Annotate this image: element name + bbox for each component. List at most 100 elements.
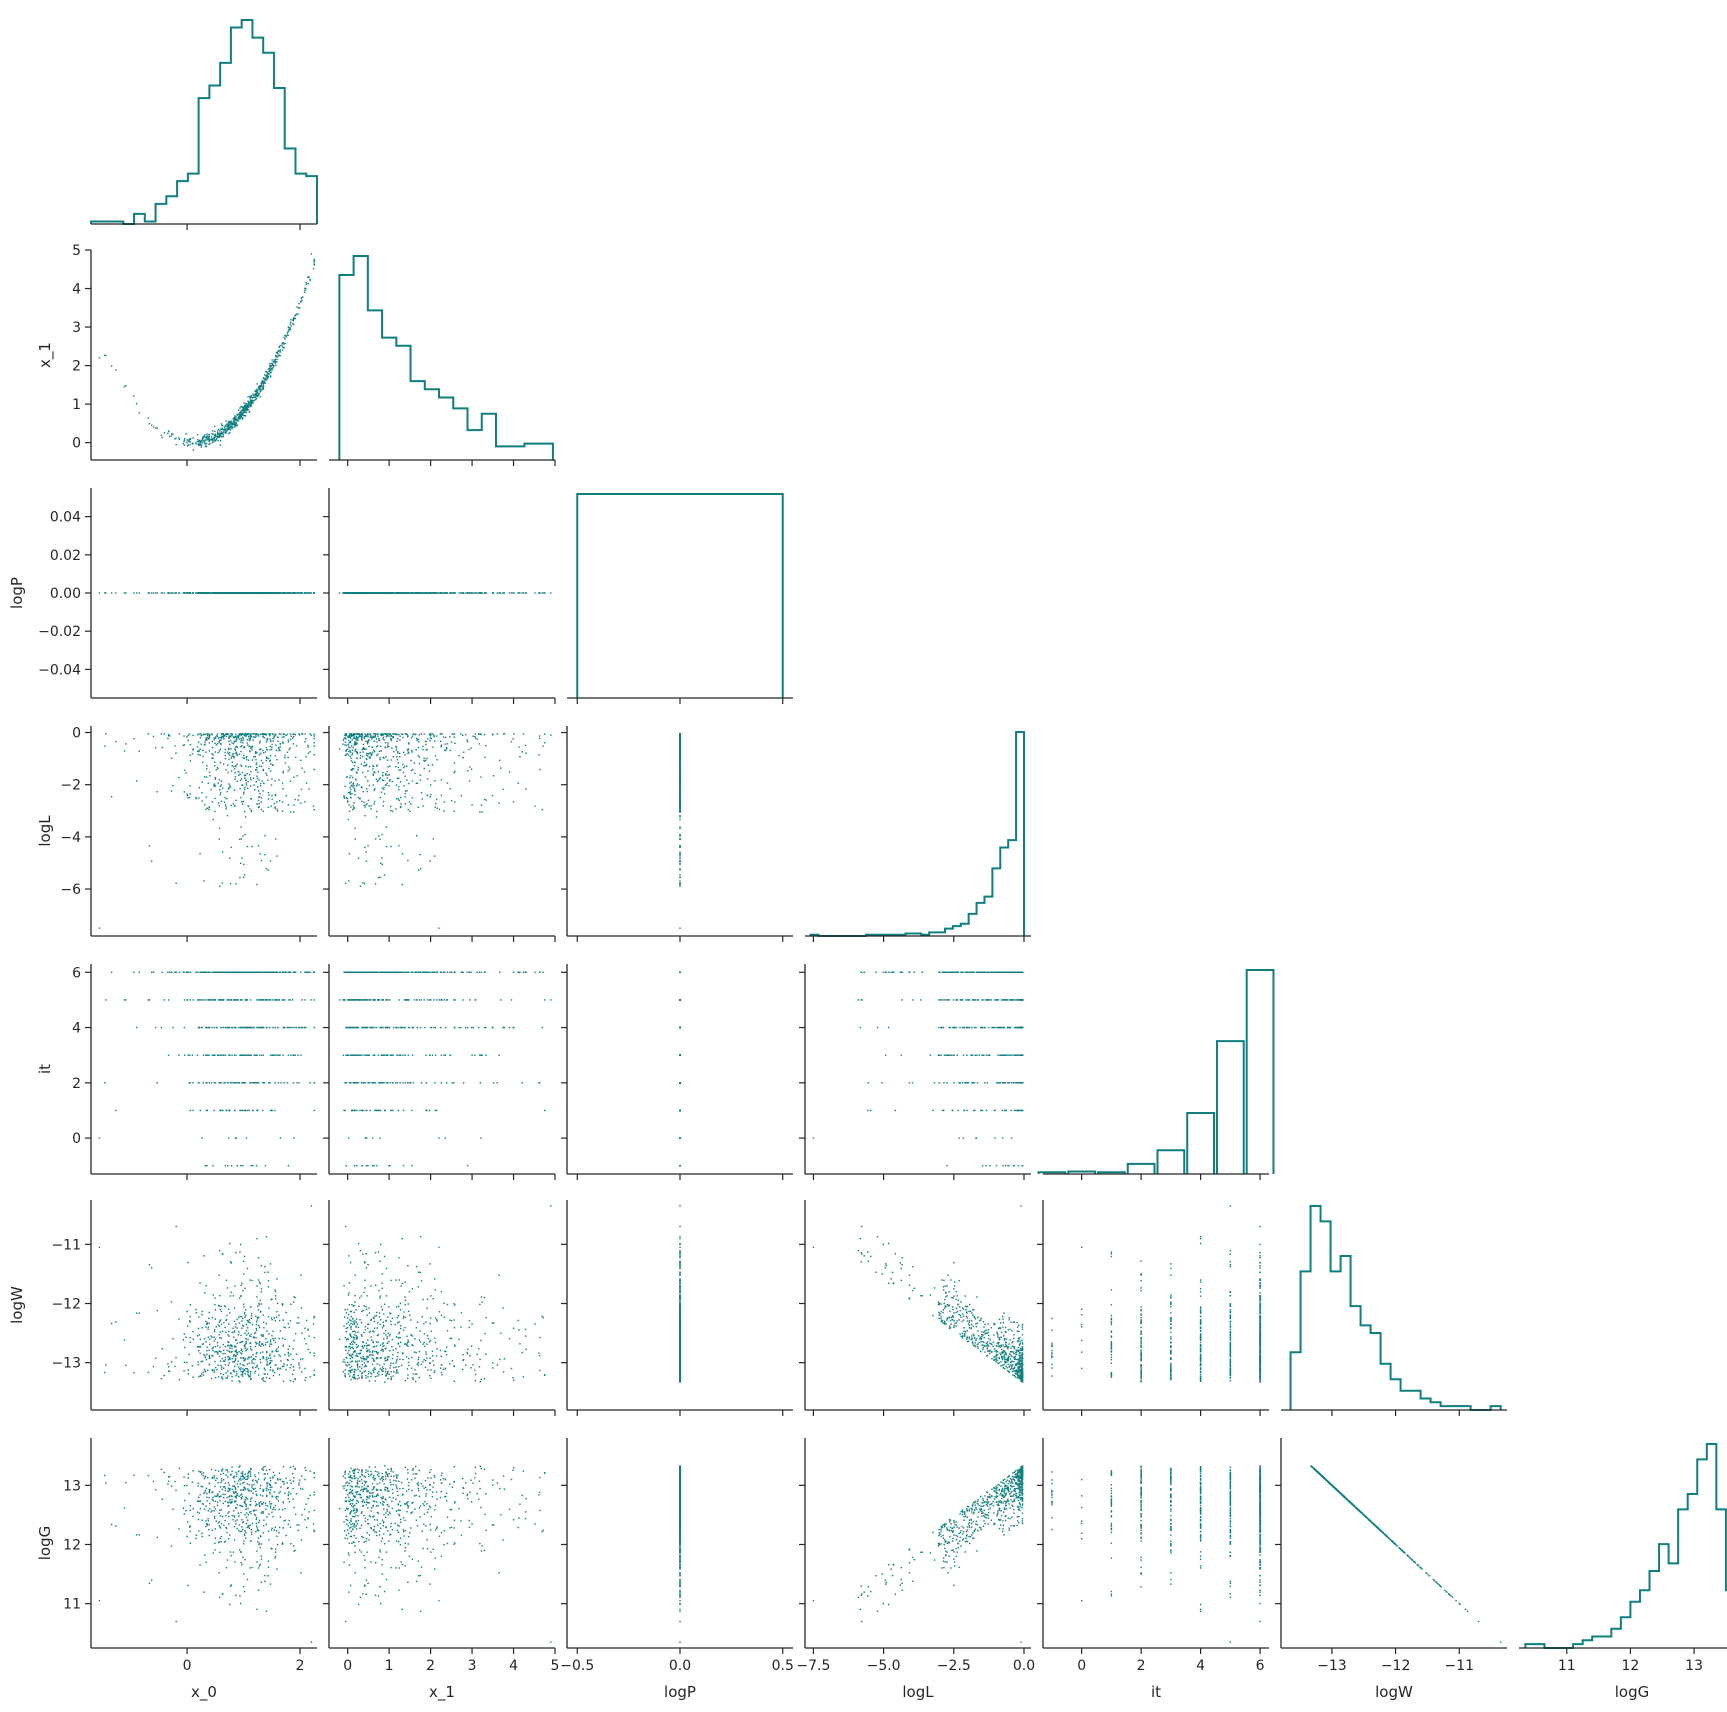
scatter-point xyxy=(260,759,263,762)
scatter-point xyxy=(229,882,232,885)
scatter-point xyxy=(464,592,467,594)
scatter-point xyxy=(422,745,424,748)
scatter-point xyxy=(410,759,412,762)
scatter-point xyxy=(351,749,353,752)
scatter-point xyxy=(395,747,398,749)
scatter-point xyxy=(243,410,246,412)
scatter-point xyxy=(313,768,315,771)
scatter-point xyxy=(313,742,315,744)
scatter-point xyxy=(362,755,364,758)
scatter-point xyxy=(178,776,180,779)
scatter-point xyxy=(227,425,229,427)
scatter-point xyxy=(258,765,261,767)
scatter-point xyxy=(189,999,191,1001)
scatter-point xyxy=(399,755,401,758)
scatter-point xyxy=(403,765,406,768)
scatter-point xyxy=(679,746,681,748)
scatter-point xyxy=(264,835,266,837)
scatter-point xyxy=(241,409,244,411)
scatter-point xyxy=(253,399,255,401)
scatter-point xyxy=(189,760,192,762)
scatter-point xyxy=(251,759,254,761)
scatter-point xyxy=(206,767,208,770)
scatter-point xyxy=(235,883,237,885)
scatter-point xyxy=(679,874,681,876)
scatter-point xyxy=(255,999,258,1001)
scatter-point xyxy=(262,381,264,384)
scatter-point xyxy=(356,772,358,774)
scatter-point xyxy=(242,738,245,740)
scatter-point xyxy=(404,803,407,805)
scatter-point xyxy=(269,367,271,369)
scatter-point xyxy=(361,737,363,739)
scatter-point xyxy=(242,1109,244,1112)
scatter-point xyxy=(204,804,206,806)
scatter-point xyxy=(281,345,284,347)
scatter-point xyxy=(264,751,267,753)
scatter-point xyxy=(202,733,205,736)
scatter-point xyxy=(388,785,390,787)
scatter-point xyxy=(499,759,501,762)
scatter-point xyxy=(385,733,387,735)
scatter-point xyxy=(274,780,276,782)
scatter-point xyxy=(292,1026,294,1029)
scatter-point xyxy=(228,426,230,428)
scatter-point xyxy=(201,1137,203,1139)
scatter-point xyxy=(429,740,431,742)
scatter-point xyxy=(227,1137,230,1139)
scatter-point xyxy=(263,782,265,784)
scatter-point xyxy=(283,592,285,594)
scatter-point xyxy=(344,882,347,885)
scatter-point xyxy=(296,775,298,777)
scatter-point xyxy=(214,430,216,433)
scatter-point xyxy=(211,971,214,973)
scatter-point xyxy=(225,592,228,594)
scatter-point xyxy=(270,371,272,374)
scatter-point xyxy=(446,592,449,594)
scatter-point xyxy=(232,752,235,755)
scatter-point xyxy=(283,336,285,339)
scatter-point xyxy=(266,376,268,378)
scatter-point xyxy=(228,592,230,594)
scatter-point xyxy=(449,787,451,790)
scatter-point xyxy=(234,1109,236,1112)
scatter-point xyxy=(255,399,257,401)
scatter-point xyxy=(357,766,359,769)
scatter-point xyxy=(247,401,250,404)
scatter-point xyxy=(230,748,232,750)
scatter-point xyxy=(240,415,243,417)
scatter-point xyxy=(385,826,388,828)
scatter-point xyxy=(182,442,185,445)
scatter-point xyxy=(220,431,222,433)
scatter-point xyxy=(218,434,220,437)
scatter-point xyxy=(208,440,211,443)
scatter-point xyxy=(679,863,681,866)
scatter-point xyxy=(272,971,275,973)
scatter-point xyxy=(433,855,436,857)
scatter-point xyxy=(249,999,252,1001)
scatter-point xyxy=(234,415,236,417)
scatter-point xyxy=(255,762,258,764)
scatter-point xyxy=(204,739,207,742)
scatter-point xyxy=(183,999,186,1001)
scatter-point xyxy=(347,743,350,746)
scatter-point xyxy=(204,741,206,744)
scatter-point xyxy=(202,749,204,752)
scatter-point xyxy=(229,425,231,428)
scatter-point xyxy=(343,794,345,797)
scatter-point xyxy=(147,733,149,735)
scatter-point xyxy=(679,816,681,818)
scatter-point xyxy=(206,739,208,741)
scatter-point xyxy=(308,971,310,973)
y-tick-label: 0.02 xyxy=(50,548,81,564)
scatter-point xyxy=(216,735,219,738)
scatter-point xyxy=(200,592,202,594)
scatter-point xyxy=(367,753,369,755)
scatter-point xyxy=(380,750,382,752)
scatter-point xyxy=(423,733,425,735)
scatter-point xyxy=(385,735,387,738)
scatter-point xyxy=(242,863,245,866)
scatter-point xyxy=(138,750,140,752)
scatter-point xyxy=(412,733,414,735)
scatter-point xyxy=(376,741,378,743)
